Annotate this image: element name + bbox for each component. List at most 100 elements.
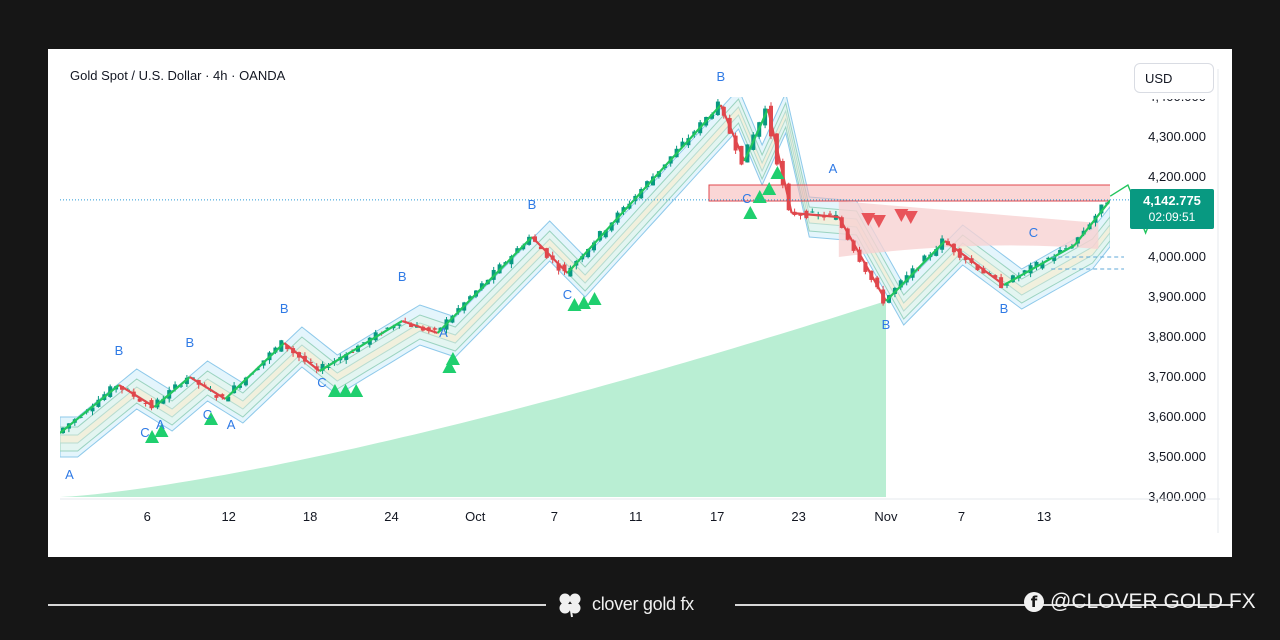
wave-label-b: B	[882, 317, 891, 332]
candle-body	[468, 296, 473, 300]
zigzag-segment	[319, 320, 403, 372]
plot-area	[60, 97, 1110, 497]
candle-body	[1058, 249, 1063, 254]
resistance-zone	[708, 184, 1110, 202]
zigzag-segment	[153, 376, 191, 408]
candle-body	[934, 249, 939, 256]
wave-label-c: C	[1029, 225, 1038, 240]
zigzag-segment	[885, 240, 946, 302]
bull-signal-triangle	[145, 430, 160, 443]
candle-body	[875, 277, 880, 288]
candle-body	[828, 213, 832, 215]
candle-body	[90, 407, 95, 412]
zigzag-segment	[1073, 199, 1110, 246]
channel-inner	[60, 106, 1110, 444]
wave-label-a: A	[156, 417, 165, 432]
candle-body	[184, 377, 189, 385]
wave-label-b: B	[1000, 301, 1009, 316]
zigzag-segment	[283, 342, 321, 372]
candle-body	[556, 263, 561, 271]
candle-body	[214, 395, 219, 398]
candle-body	[479, 283, 484, 289]
brand: clover gold fx	[556, 590, 694, 618]
wave-label-b: B	[528, 197, 537, 212]
bear-signal-triangle	[903, 211, 918, 224]
bull-signal-triangle	[442, 360, 457, 373]
zigzag-segment	[60, 384, 120, 434]
candle-body	[397, 324, 402, 326]
x-tick-label: 11	[629, 509, 643, 524]
candle-body	[710, 114, 714, 119]
candle-body	[538, 246, 543, 250]
zigzag-segment	[401, 319, 438, 335]
x-tick-label: 12	[221, 509, 235, 524]
candle-body	[1052, 256, 1057, 261]
candle-body	[603, 230, 608, 238]
candle-body	[597, 231, 602, 241]
bull-signal-triangle	[770, 166, 785, 179]
wave-label-b: B	[185, 335, 194, 350]
bull-signal-triangle	[743, 206, 758, 219]
candle-body	[1046, 257, 1051, 260]
zigzag-segment	[436, 236, 533, 334]
candle-body	[143, 402, 148, 404]
wave-label-b: B	[716, 69, 725, 84]
candle-body	[509, 256, 514, 265]
x-tick-label: 17	[710, 509, 724, 524]
candle-body	[562, 264, 567, 272]
social-handle[interactable]: f @CLOVER GOLD FX	[1024, 588, 1256, 616]
wave-label-c: C	[140, 425, 149, 440]
x-tick-label: 6	[144, 509, 151, 524]
candle-body	[592, 242, 596, 251]
x-tick-label: 7	[551, 509, 558, 524]
wave-label-a: A	[439, 325, 448, 340]
candle-body	[179, 385, 183, 387]
candle-body	[851, 240, 856, 251]
candle-body	[733, 135, 738, 151]
zigzag-segment	[837, 216, 887, 302]
candle-body	[798, 214, 803, 216]
candle-body	[344, 354, 349, 360]
candle-body	[1022, 270, 1027, 273]
bull-signal-triangle	[445, 352, 460, 365]
wave-label-c: C	[317, 375, 326, 390]
clover-icon	[559, 593, 581, 618]
candle-body	[456, 308, 461, 312]
wave-label-a: A	[65, 467, 74, 482]
candle-body	[243, 377, 248, 386]
wave-label-a: A	[227, 417, 236, 432]
x-tick-label: 13	[1037, 509, 1051, 524]
x-tick-label: Oct	[465, 509, 486, 524]
candle-body	[651, 176, 655, 186]
zigzag-segment	[118, 384, 155, 408]
last-price: 4,142.775	[1143, 193, 1201, 208]
zigzag-segment	[743, 108, 770, 162]
candle-body	[308, 361, 313, 363]
y-tick-label: 4,200.000	[1148, 169, 1206, 184]
bull-signal-triangle	[349, 384, 364, 397]
candle-body	[645, 181, 650, 187]
zigzag-segment	[791, 211, 839, 219]
zigzag-segment	[766, 108, 793, 214]
wave-label-b: B	[280, 301, 289, 316]
currency-button[interactable]: USD	[1134, 63, 1214, 93]
candle-body	[680, 141, 685, 147]
y-tick-label: 3,500.000	[1148, 449, 1206, 464]
x-tick-label: 23	[791, 509, 805, 524]
x-tick-label: 7	[958, 509, 965, 524]
wave-label-c: C	[742, 191, 751, 206]
zigzag-segment	[1003, 244, 1076, 286]
y-tick-label: 3,600.000	[1148, 409, 1206, 424]
candle-body	[609, 222, 614, 231]
y-tick-label: 3,900.000	[1148, 289, 1206, 304]
price-chart[interactable]: BBBBBBBBAAAAACCCCCC4,400.0004,300.0004,2…	[48, 49, 1232, 557]
candle-body	[326, 366, 331, 368]
wave-label-a: A	[829, 161, 838, 176]
candle-body	[568, 267, 573, 277]
bear-signal-triangle	[861, 213, 876, 226]
zigzag-segment	[566, 104, 722, 274]
y-tick-label: 4,300.000	[1148, 129, 1206, 144]
zigzag-segment	[719, 104, 746, 162]
footer-divider-right	[735, 604, 1233, 606]
bull-signal-triangle	[327, 384, 342, 397]
